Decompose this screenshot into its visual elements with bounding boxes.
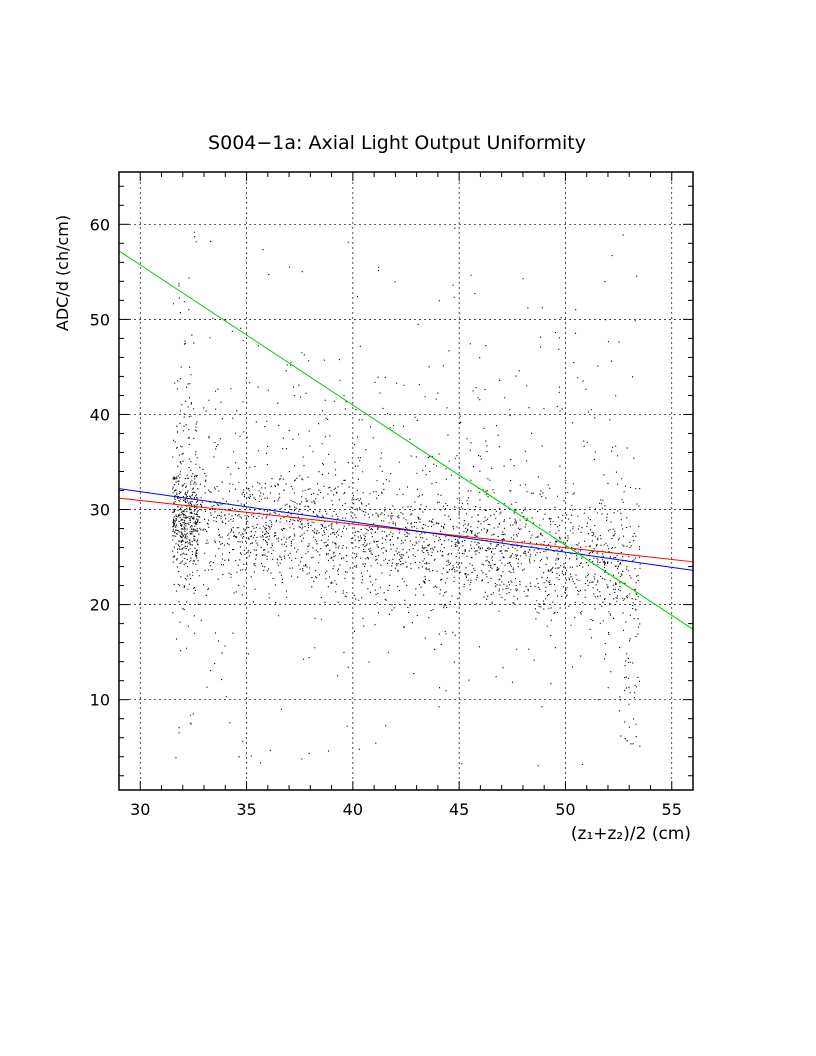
x-axis-label: (z₁+z₂)/2 (cm) [571,824,691,844]
y-tick-label: 10 [90,691,110,710]
chart-title: S004−1a: Axial Light Output Uniformity [208,132,586,154]
x-tick-label: 35 [236,800,256,819]
grid [119,172,693,790]
y-axis-label: ADC/d (ch/cm) [53,215,72,331]
x-tick-label: 50 [555,800,575,819]
fit-line-green [118,250,694,630]
plot-frame [118,171,694,791]
axis-ticks: 30 35 40 45 50 55 10 20 30 40 50 60 [90,172,694,819]
scatter-point-cloud [172,227,641,767]
x-tick-label: 45 [449,800,469,819]
y-tick-label: 40 [90,405,110,424]
fit-lines [118,250,694,630]
y-tick-label: 20 [90,596,110,615]
scatter-points [172,227,641,767]
y-tick-label: 50 [90,310,110,329]
x-tick-label: 30 [130,800,150,819]
y-tick-label: 60 [90,215,110,234]
x-tick-label: 55 [662,800,682,819]
x-tick-label: 40 [343,800,363,819]
fit-line-blue [118,488,694,571]
y-tick-label: 30 [90,501,110,520]
